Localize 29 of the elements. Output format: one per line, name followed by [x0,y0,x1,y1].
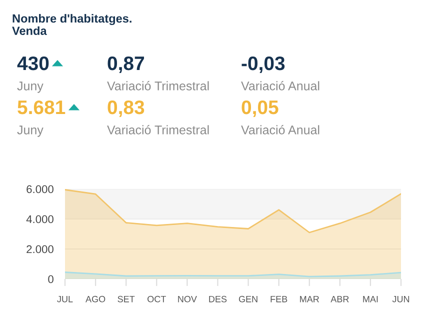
text: Juny [17,126,44,137]
text: 5.681 [18,100,66,114]
text: Juny [17,82,44,93]
x-tick-label: MAR [300,296,319,302]
text: Variació Trimestral [107,125,209,134]
text: 430 [17,56,49,70]
text: Nombre d'habitatges. Venda [12,14,132,36]
x-tick-label: OCT [148,296,166,302]
x-tick-label: ABR [330,296,349,302]
text: 0,83 [108,100,144,118]
y-tick-label: 0 [48,275,54,284]
x-tick-label: GEN [238,296,258,302]
text: 0,87 [108,56,144,74]
text: Variació Trimestral [107,81,209,90]
x-tick-label: NOV [178,296,197,302]
x-tick-label: MAI [363,296,378,302]
x-tick-label: SET [118,296,135,302]
x-tick-label: AGO [86,296,106,302]
y-tick-label: 4.000 [26,215,54,224]
text: Variació Anual [241,125,320,134]
text: Variació Anual [241,81,320,90]
y-tick-label: 2.000 [26,245,54,254]
text: -0,03 [242,56,285,74]
text: 0,05 [242,100,278,118]
x-tick-label: JUN [392,296,410,302]
x-tick-label: DES [209,296,227,302]
y-tick-label: 6.000 [26,185,54,194]
x-tick-label: FEB [270,296,288,302]
x-tick-label: JUL [57,296,73,302]
